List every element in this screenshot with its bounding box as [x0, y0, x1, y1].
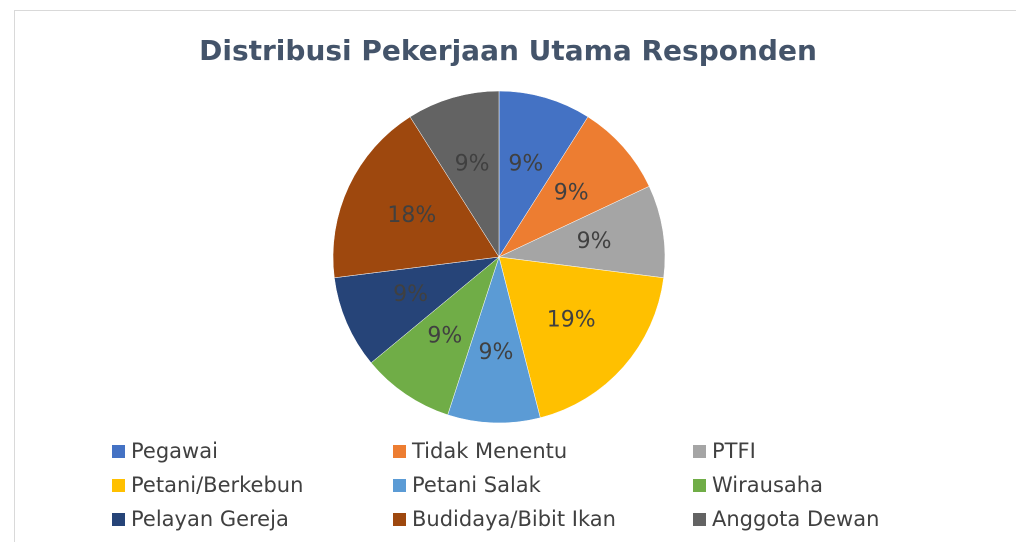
legend-swatch — [393, 479, 406, 492]
legend-label: PTFI — [712, 439, 756, 463]
pie-slice — [332, 116, 500, 279]
pie-slice — [334, 256, 500, 364]
legend-swatch — [693, 445, 706, 458]
data-label: 9% — [479, 340, 514, 365]
data-label: 9% — [577, 229, 612, 254]
data-label: 19% — [547, 308, 596, 333]
legend-label: Pegawai — [131, 439, 218, 463]
data-label: 9% — [508, 152, 543, 177]
legend-swatch — [112, 479, 125, 492]
pie-slice — [370, 256, 500, 416]
pie-slice — [447, 256, 541, 424]
legend-label: Budidaya/Bibit Ikan — [412, 507, 616, 531]
legend-swatch — [393, 445, 406, 458]
pie-slice — [498, 90, 589, 258]
legend-swatch — [693, 479, 706, 492]
data-label: 9% — [427, 324, 462, 349]
data-label: 9% — [554, 180, 589, 205]
pie-slice — [498, 185, 666, 279]
legend-label: Pelayan Gereja — [131, 507, 289, 531]
pie-slice — [409, 90, 500, 258]
legend-label: Petani Salak — [412, 473, 542, 497]
chart-title: Distribusi Pekerjaan Utama Responden — [199, 34, 817, 67]
data-label: 18% — [387, 203, 436, 228]
legend-swatch — [393, 513, 406, 526]
legend-swatch — [693, 513, 706, 526]
legend-swatch — [112, 513, 125, 526]
data-label: 9% — [455, 152, 490, 177]
legend-swatch — [112, 445, 125, 458]
legend-label: Tidak Menentu — [411, 439, 567, 463]
legend-label: Anggota Dewan — [712, 507, 879, 531]
data-label: 9% — [393, 282, 428, 307]
legend-label: Wirausaha — [712, 473, 823, 497]
pie-slice — [498, 256, 664, 419]
pie-slice — [498, 116, 650, 258]
legend-label: Petani/Berkebun — [131, 473, 303, 497]
